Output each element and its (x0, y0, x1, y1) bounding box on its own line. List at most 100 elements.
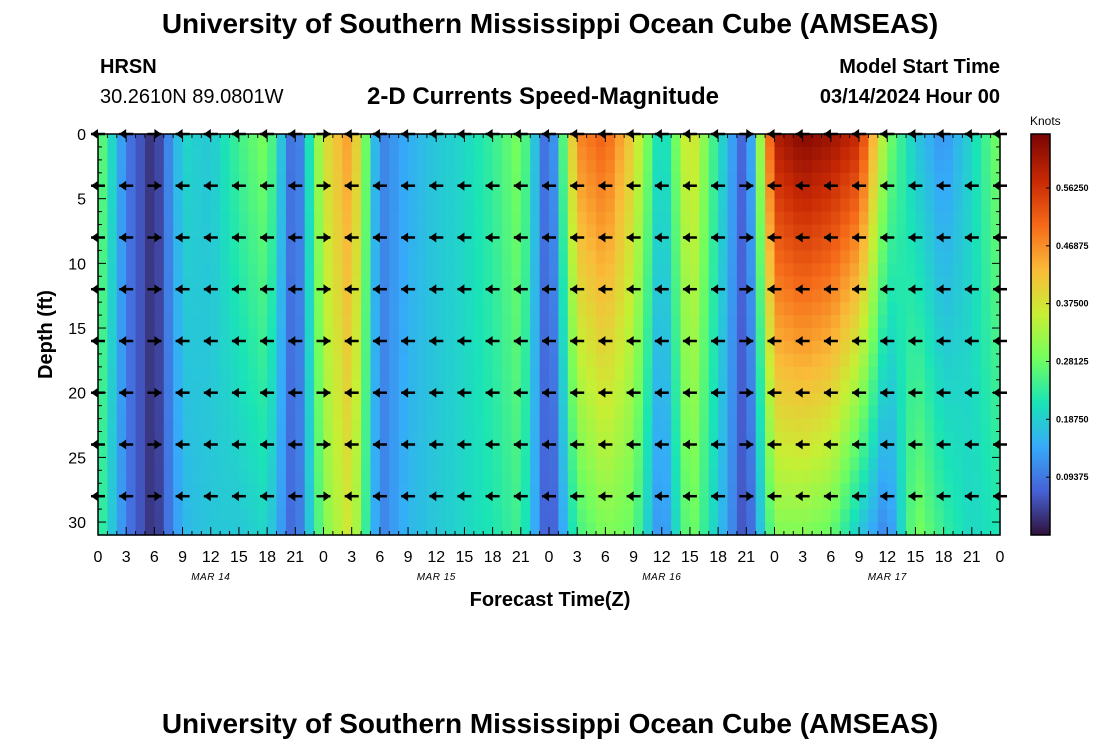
heatmap-cell (323, 276, 334, 290)
heatmap-cell (238, 340, 249, 355)
heatmap-cell (436, 470, 447, 484)
heatmap-cell (436, 431, 447, 446)
heatmap-cell (699, 366, 710, 381)
heatmap-cell (896, 211, 907, 226)
heatmap-cell (962, 159, 973, 174)
heatmap-cell (689, 134, 700, 148)
heatmap-cell (379, 366, 390, 381)
heatmap-cell (962, 315, 973, 329)
heatmap-cell (257, 289, 268, 303)
heatmap-cell (295, 211, 306, 226)
heatmap-cell (455, 340, 466, 355)
heatmap-cell (671, 276, 682, 290)
heatmap-cell (464, 328, 475, 342)
heatmap-cell (182, 340, 193, 355)
heatmap-cell (492, 211, 503, 226)
heatmap-cell (981, 496, 992, 510)
heatmap-cell (191, 353, 202, 368)
heatmap-cell (267, 237, 278, 252)
heatmap-cell (877, 405, 888, 420)
heatmap-cell (680, 289, 691, 303)
colorbar-tick-label: 0.46875 (1056, 241, 1089, 251)
heatmap-cell (502, 146, 513, 161)
heatmap-cell (426, 509, 437, 523)
heatmap-cell (257, 392, 268, 407)
heatmap-cell (304, 522, 315, 536)
heatmap-cell (689, 185, 700, 200)
heatmap-cell (971, 418, 982, 433)
heatmap-cell (126, 211, 137, 226)
heatmap-cell (295, 302, 306, 316)
heatmap-cell (633, 237, 644, 252)
heatmap-cell (915, 185, 926, 200)
heatmap-cell (577, 470, 588, 484)
heatmap-cell (154, 172, 165, 187)
heatmap-cell (191, 134, 202, 148)
heatmap-cell (906, 328, 917, 342)
heatmap-cell (257, 134, 268, 148)
heatmap-cell (605, 483, 616, 497)
heatmap-cell (971, 211, 982, 226)
heatmap-cell (595, 263, 606, 277)
heatmap-cell (107, 250, 118, 264)
heatmap-cell (840, 483, 851, 497)
heatmap-cell (624, 211, 635, 226)
heatmap-cell (530, 328, 541, 342)
heatmap-cell (238, 302, 249, 316)
heatmap-cell (671, 315, 682, 329)
heatmap-cell (558, 379, 569, 394)
heatmap-cell (924, 431, 935, 446)
heatmap-cell (210, 211, 221, 226)
heatmap-cell (389, 224, 400, 239)
heatmap-cell (210, 134, 221, 148)
heatmap-cell (652, 470, 663, 484)
heatmap-cell (830, 159, 841, 174)
heatmap-cell (859, 146, 870, 161)
heatmap-cell (332, 418, 343, 433)
y-tick-label: 30 (68, 515, 86, 532)
current-arrow-head (767, 284, 775, 295)
heatmap-cell (577, 483, 588, 497)
heatmap-cell (887, 509, 898, 523)
heatmap-cell (586, 444, 597, 458)
heatmap-cell (887, 457, 898, 471)
heatmap-cell (285, 405, 296, 420)
heatmap-cell (595, 250, 606, 264)
heatmap-cell (962, 250, 973, 264)
heatmap-cell (802, 353, 813, 368)
heatmap-cell (605, 185, 616, 200)
heatmap-cell (793, 276, 804, 290)
heatmap-cell (859, 289, 870, 303)
heatmap-cell (398, 496, 409, 510)
heatmap-cell (144, 483, 155, 497)
heatmap-cell (774, 418, 785, 433)
heatmap-cell (464, 224, 475, 239)
heatmap-cell (943, 444, 954, 458)
heatmap-cell (595, 302, 606, 316)
heatmap-cell (680, 302, 691, 316)
heatmap-cell (971, 366, 982, 381)
heatmap-cell (877, 237, 888, 252)
heatmap-cell (906, 211, 917, 226)
heatmap-cell (285, 431, 296, 446)
heatmap-cell (107, 289, 118, 303)
heatmap-cell (502, 418, 513, 433)
heatmap-cell (154, 483, 165, 497)
heatmap-cell (783, 470, 794, 484)
heatmap-cell (812, 224, 823, 239)
heatmap-cell (859, 470, 870, 484)
heatmap-cell (755, 328, 766, 342)
heatmap-cell (812, 470, 823, 484)
heatmap-cell (539, 146, 550, 161)
heatmap-cell (539, 211, 550, 226)
current-arrow-head (880, 180, 888, 191)
heatmap-cell (398, 276, 409, 290)
heatmap-cell (924, 418, 935, 433)
heatmap-cell (107, 134, 118, 148)
heatmap-cell (445, 392, 456, 407)
current-arrow-head (323, 387, 331, 398)
heatmap-cell (116, 237, 127, 252)
heatmap-cell (595, 379, 606, 394)
heatmap-cell (361, 198, 372, 213)
heatmap-cell (708, 418, 719, 433)
